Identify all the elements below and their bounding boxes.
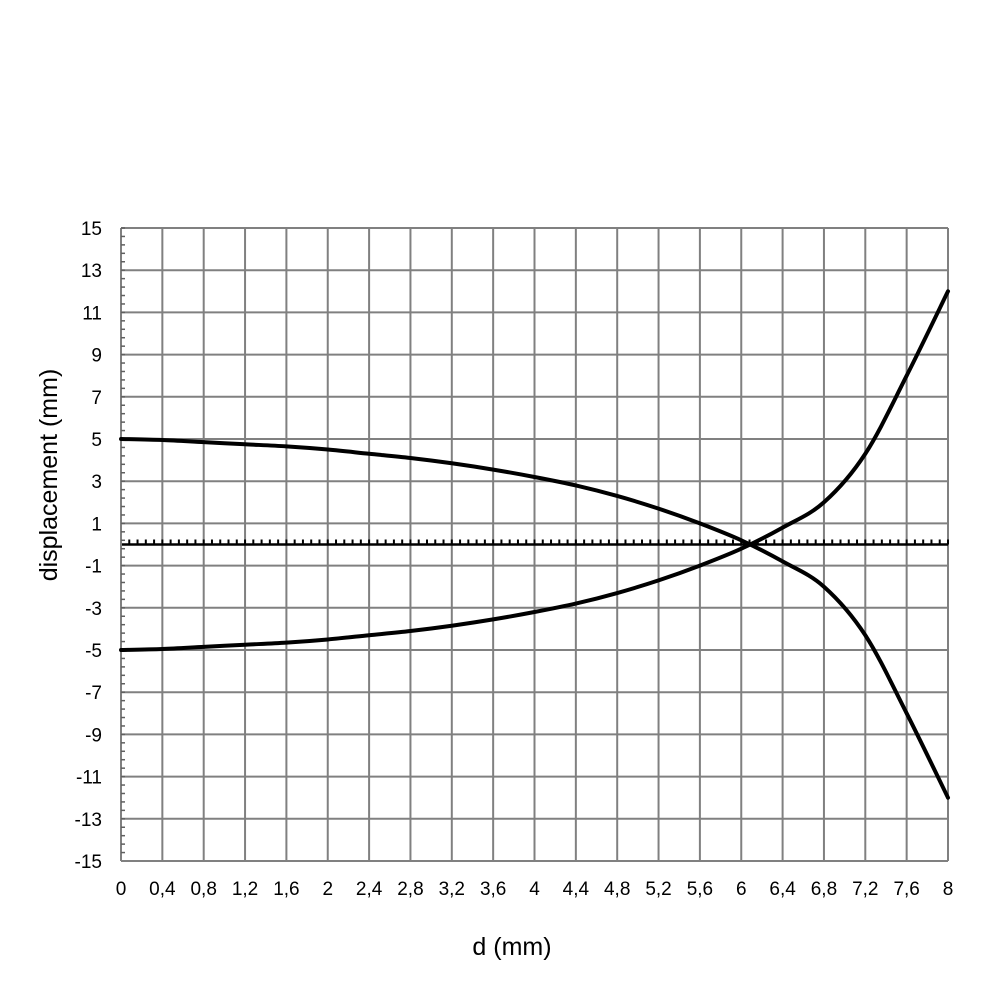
y-axis-title: displacement (mm) (35, 369, 63, 582)
axes (120, 227, 948, 862)
x-tick-label: 2,4 (356, 879, 383, 900)
x-tick-label: 0,4 (149, 879, 176, 900)
y-tick-label: -9 (85, 725, 102, 746)
y-tick-label: -3 (85, 599, 102, 620)
y-tick-label: -15 (75, 852, 102, 873)
x-tick-label: 7,6 (893, 879, 919, 900)
y-tick-label: -1 (85, 557, 102, 578)
x-tick-label: 3,6 (480, 879, 506, 900)
series-group (119, 289, 950, 800)
y-tick-label: 13 (81, 261, 102, 282)
x-tick-label: 0,8 (190, 879, 216, 900)
x-tick-label: 7,2 (852, 879, 878, 900)
series-line-2 (119, 289, 950, 652)
x-tick-label: 1,6 (273, 879, 299, 900)
x-tick-label: 1,2 (232, 879, 258, 900)
y-tick-label: 1 (91, 514, 102, 535)
x-tick-labels: 0 0,4 0,8 1,2 1,6 2 2,4 2,8 3,2 3,6 4 4,4 4,8 5,2 5,6 6… (116, 879, 954, 900)
y-tick-label: 15 (81, 219, 102, 240)
x-tick-label: 4 (529, 879, 540, 900)
x-tick-label: 5,6 (687, 879, 713, 900)
zero-baseline (120, 539, 949, 546)
x-axis-title: d (mm) (472, 933, 551, 961)
y-tick-label: 9 (91, 346, 102, 367)
x-tick-label: 0 (116, 879, 127, 900)
x-tick-label: 4,4 (563, 879, 590, 900)
x-tick-label: 6 (736, 879, 747, 900)
x-tick-label: 6,8 (811, 879, 837, 900)
y-tick-label: -11 (76, 768, 102, 789)
y-tick-label: 5 (91, 430, 102, 451)
y-tick-label: -5 (85, 641, 102, 662)
y-tick-label: -13 (75, 810, 102, 831)
x-tick-label: 2 (322, 879, 333, 900)
y-tick-labels: 15 13 11 9 7 5 3 1 -1 -3 -5 -7 -9 -11 -13 -15 (75, 219, 102, 873)
series-line-1 (119, 437, 950, 800)
y-tick-label: 3 (91, 472, 102, 493)
y-tick-label: 11 (82, 303, 102, 324)
x-tick-label: 6,4 (769, 879, 796, 900)
x-tick-label: 3,2 (439, 879, 465, 900)
y-tick-label: 7 (91, 388, 102, 409)
x-tick-label: 4,8 (604, 879, 630, 900)
y-tick-label: -7 (85, 683, 102, 704)
x-tick-label: 2,8 (397, 879, 423, 900)
x-tick-label: 5,2 (645, 879, 671, 900)
x-tick-label: 8 (943, 879, 954, 900)
